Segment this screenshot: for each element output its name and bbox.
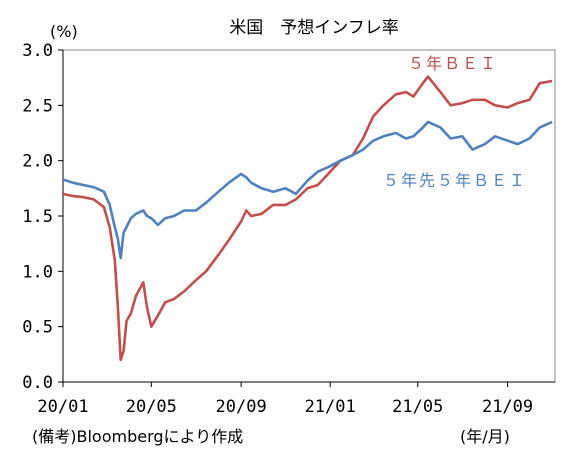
y-tick-label: 2.0	[22, 152, 53, 172]
y-tick-label: 0.5	[22, 318, 53, 338]
series-line-5y-bei	[62, 75, 553, 362]
source-note: (備考)Bloombergにより作成	[32, 427, 243, 446]
series-label-5y-bei: ５年ＢＥＩ	[408, 54, 498, 73]
x-tick-label: 20/09	[216, 397, 267, 417]
x-tick-label: 21/05	[392, 397, 443, 417]
chart-title: 米国 予想インフレ率	[229, 18, 399, 38]
y-tick-label: 2.5	[22, 96, 53, 116]
plot-area: 0.0 0.5 1.0 1.5 2.0 2.5 3.0 20/01 20/05 20/09 21/0…	[22, 41, 556, 417]
y-tick-label: 1.0	[22, 262, 53, 282]
y-tick-label: 0.0	[22, 373, 53, 393]
y-tick-label: 1.5	[22, 207, 53, 227]
series-line-5y5y-bei	[62, 120, 553, 260]
x-tick-label: 21/09	[482, 397, 533, 417]
x-tick-label: 20/01	[37, 397, 88, 417]
x-tick-label: 21/01	[305, 397, 356, 417]
y-tick-label: 3.0	[22, 41, 53, 61]
y-axis-unit: (%)	[50, 22, 78, 41]
x-axis-unit: (年/月)	[460, 427, 510, 446]
series-label-5y5y-bei: ５年先５年ＢＥＩ	[383, 171, 527, 190]
x-tick-label: 20/05	[126, 397, 177, 417]
